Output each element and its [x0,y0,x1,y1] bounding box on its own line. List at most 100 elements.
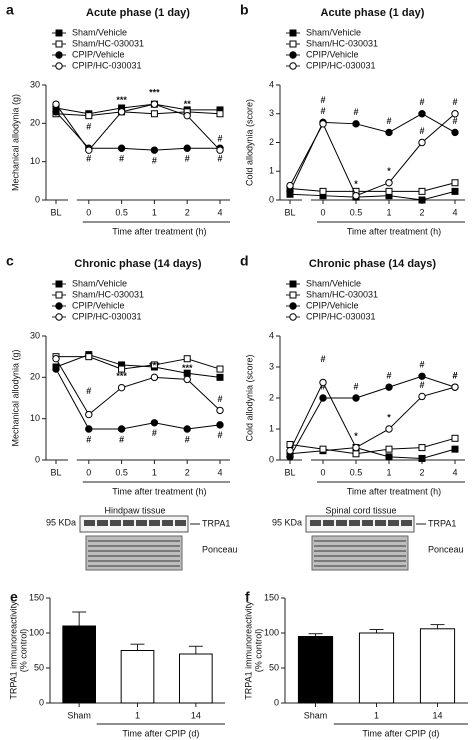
legend-label: CPIP/Vehicle [306,300,359,310]
legend-marker [289,302,297,310]
point [117,108,126,116]
x-tick-label: 1 [152,207,157,217]
point [52,108,60,116]
significance-label: # [419,380,424,390]
series-line [289,113,456,197]
x-tick-label: 14 [191,710,201,720]
significance-label: *** [149,88,160,98]
series-line [55,103,221,151]
point [150,110,158,118]
y-tick-label: 100 [29,627,44,637]
point [286,453,294,461]
bar [297,636,334,704]
series-line [55,354,221,378]
x-tick-label: 0 [86,207,91,217]
x-tick-label: 2 [419,207,424,217]
blot-band [375,520,386,526]
point [216,421,224,429]
legend-marker [289,62,297,70]
significance-label: # [185,434,190,444]
point [150,146,159,154]
blot-band [388,520,399,526]
point [216,146,224,154]
series-line [289,375,456,458]
x-tick-label: 2 [185,207,190,217]
blot-band [310,520,321,526]
significance-label: # [119,154,124,164]
x-tick-label: BL [284,467,295,477]
point [117,144,126,152]
y-tick-label: 0 [39,697,44,707]
x-tick-label: 14 [432,710,442,720]
legend-label: Sham/HC-030031 [306,38,378,48]
blot-band [336,520,347,526]
chart-title: Chronic phase (14 days) [74,258,201,270]
point [418,110,426,118]
point [352,450,360,458]
significance-label: *** [149,361,160,371]
panel-letter: f [245,589,250,605]
significance-label: ** [184,99,192,109]
series-line [289,437,456,455]
y-tick-label: 0 [35,194,40,204]
point [183,111,191,120]
legend-label: Sham/Vehicle [72,27,127,37]
point [418,196,426,204]
x-tick-label: 2 [419,467,424,477]
point [418,372,426,380]
point [117,425,126,433]
legend-marker [289,51,297,59]
point [418,444,426,452]
legend-marker [289,280,297,288]
y-tick-label: 4 [269,330,274,340]
series-line [289,190,456,201]
series-line [55,358,221,416]
point [352,443,360,452]
significance-label: # [320,95,325,105]
y-tick-label: 150 [264,592,279,602]
significance-label: # [452,116,457,126]
panel-letter: d [240,253,249,269]
point [451,383,459,391]
y-axis-label: TRPA1 immunoreactivity [8,601,18,700]
x-tick-label: Sham [67,710,91,720]
y-tick-label: 1 [269,166,274,176]
series-line [55,103,220,115]
y-axis-label: Cold allodynia (score) [244,354,254,441]
x-tick-label: 0 [320,467,325,477]
x-tick-label: 4 [452,207,457,217]
legend-label: CPIP/HC-030031 [306,60,376,70]
x-tick-label: 1 [386,467,391,477]
significance-label: # [386,371,391,381]
legend-marker [55,29,63,37]
y-tick-label: 100 [264,627,279,637]
y-tick-label: 3 [269,361,274,371]
series-line [289,447,456,459]
blot-band [162,520,173,526]
point [385,179,393,187]
y-tick-label: 2 [269,392,274,402]
y-tick-label: 20 [30,118,40,128]
significance-label: # [86,154,91,164]
y-tick-label: 0 [274,697,279,707]
chart-title: Chronic phase (14 days) [309,258,436,270]
legend-label: Sham/Vehicle [306,27,361,37]
legend-label: Sham/HC-030031 [72,289,144,299]
legend-marker [55,280,63,288]
point [286,447,294,455]
significance-label: # [386,116,391,126]
y-tick-label: 1 [269,423,274,433]
y-tick-label: 0 [269,454,274,464]
y-axis-label: Mechanical allodynia (g) [10,349,20,446]
point [319,120,327,128]
blot-band [136,520,147,526]
x-tick-label: 1 [135,710,140,720]
point [216,365,224,373]
y-axis-label: (% control) [253,629,263,673]
bar [62,625,96,704]
point [183,375,191,384]
legend-marker [55,302,63,310]
series-line [55,111,220,151]
blot-band [149,520,160,526]
